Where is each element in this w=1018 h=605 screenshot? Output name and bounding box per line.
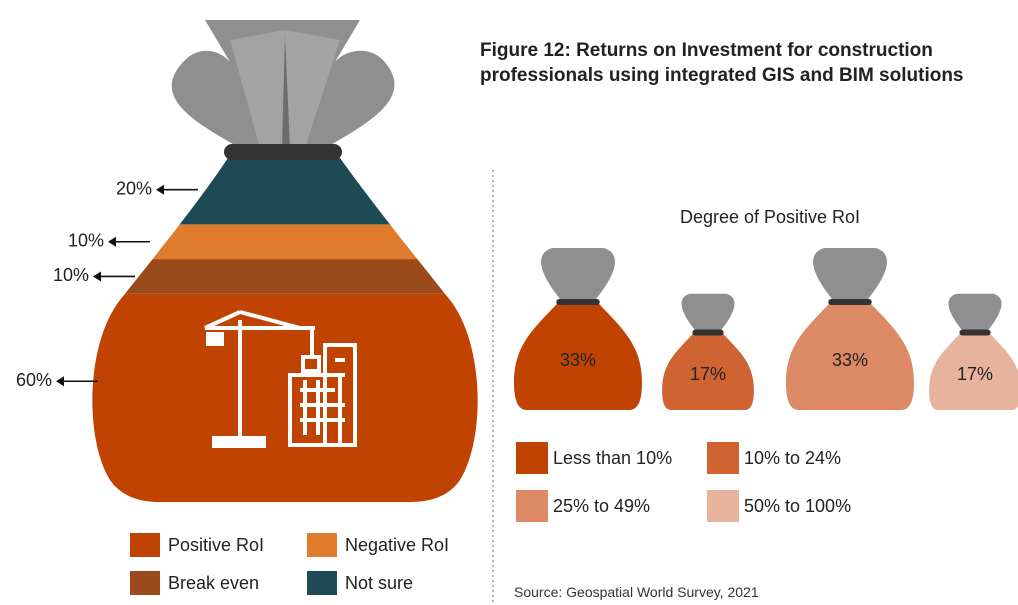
arrow-head — [156, 184, 164, 195]
legend-label: Positive RoI — [168, 535, 264, 555]
figure-title: Figure 12: Returns on Investment for con… — [480, 40, 964, 86]
arrow-head — [56, 376, 64, 387]
bag-band — [92, 259, 478, 294]
value-label: 33% — [560, 350, 596, 370]
legend-label: Less than 10% — [553, 448, 672, 468]
bag-top — [541, 248, 615, 302]
value-label: 10% — [53, 265, 89, 285]
legend-swatch — [130, 533, 160, 557]
arrow-head — [93, 271, 101, 282]
legend-swatch — [707, 490, 739, 522]
value-label: 20% — [116, 178, 152, 198]
bag-body — [514, 302, 642, 410]
value-label: 33% — [832, 350, 868, 370]
bag-tie — [828, 299, 872, 305]
value-label: 17% — [957, 364, 993, 384]
bag-top — [681, 293, 735, 333]
legend-label: Break even — [168, 573, 259, 593]
legend-swatch — [130, 571, 160, 595]
value-label: 60% — [16, 370, 52, 390]
bag-tie — [692, 329, 724, 336]
bag-top — [948, 293, 1002, 333]
legend-label: 50% to 100% — [744, 496, 851, 516]
value-label: 10% — [68, 231, 104, 251]
legend-swatch — [707, 442, 739, 474]
bag-tie — [959, 329, 991, 336]
legend-label: 25% to 49% — [553, 496, 650, 516]
bag-body — [929, 332, 1018, 410]
legend-swatch — [307, 571, 337, 595]
value-label: 17% — [690, 364, 726, 384]
construction-icon — [204, 310, 357, 448]
legend-label: 10% to 24% — [744, 448, 841, 468]
source-note: Source: Geospatial World Survey, 2021 — [514, 584, 759, 600]
bag-body — [786, 302, 914, 410]
bag-tie — [224, 144, 342, 160]
legend-label: Not sure — [345, 573, 413, 593]
legend-label: Negative RoI — [345, 535, 449, 555]
legend-swatch — [516, 442, 548, 474]
arrow-head — [108, 236, 116, 247]
bag-top — [171, 20, 395, 148]
bag-top — [813, 248, 887, 302]
bag-body — [662, 332, 754, 410]
chart-title: Degree of Positive RoI — [680, 207, 860, 227]
legend-swatch — [516, 490, 548, 522]
bag-tie — [556, 299, 600, 305]
legend-swatch — [307, 533, 337, 557]
